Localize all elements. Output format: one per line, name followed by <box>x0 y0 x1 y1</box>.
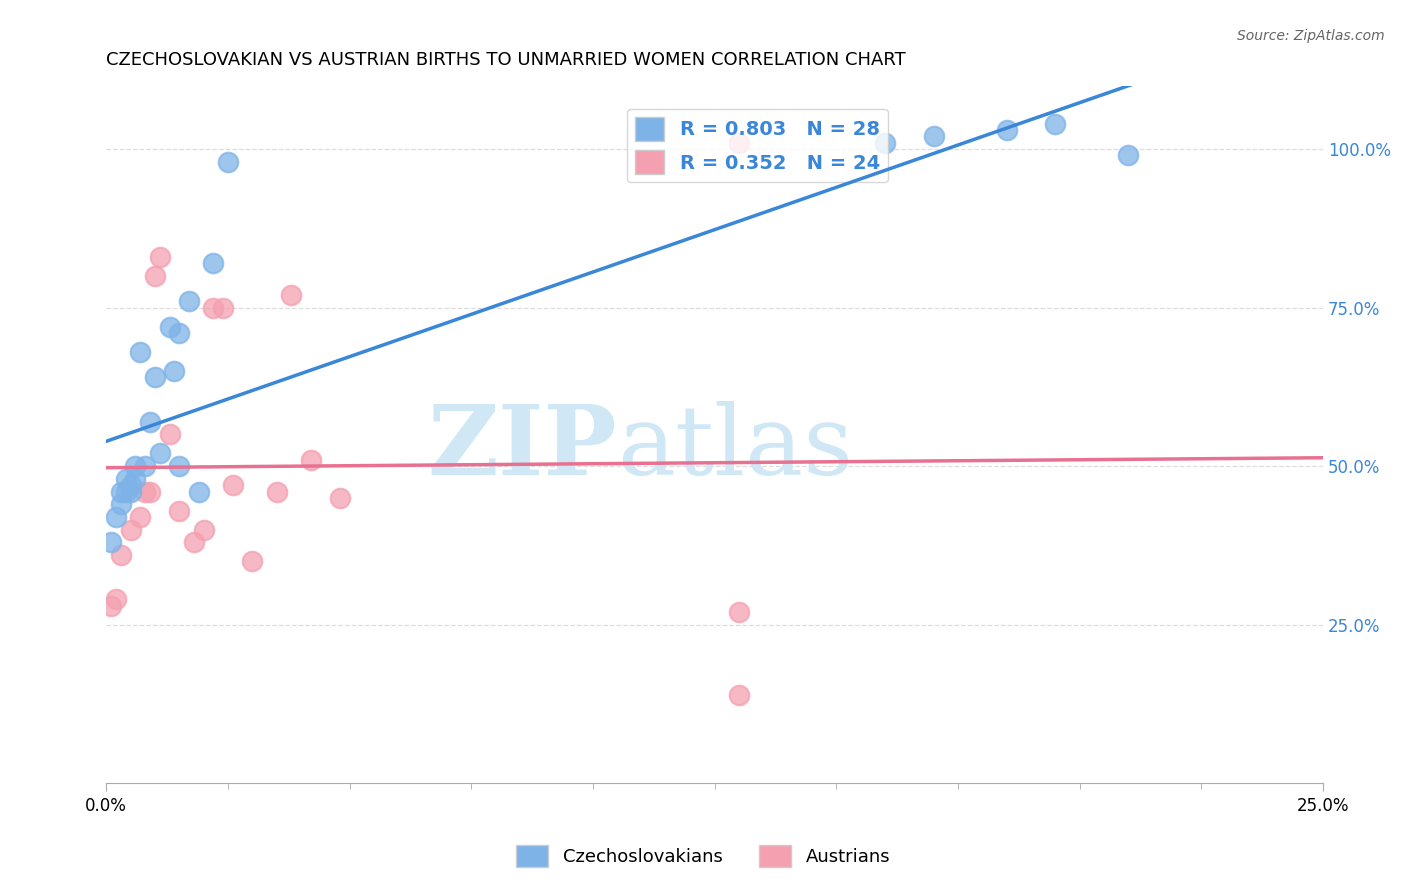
Text: CZECHOSLOVAKIAN VS AUSTRIAN BIRTHS TO UNMARRIED WOMEN CORRELATION CHART: CZECHOSLOVAKIAN VS AUSTRIAN BIRTHS TO UN… <box>107 51 905 69</box>
Point <box>124 459 146 474</box>
Point <box>1118 148 1140 162</box>
Point <box>222 478 245 492</box>
Point <box>120 484 142 499</box>
Point <box>217 154 239 169</box>
Point <box>100 535 122 549</box>
Point <box>114 472 136 486</box>
Point <box>240 554 263 568</box>
Point <box>873 136 896 150</box>
Point <box>187 484 209 499</box>
Point <box>129 509 152 524</box>
Text: Source: ZipAtlas.com: Source: ZipAtlas.com <box>1237 29 1385 43</box>
Point <box>129 345 152 359</box>
Text: atlas: atlas <box>617 401 853 495</box>
Point <box>104 592 127 607</box>
Point <box>120 478 142 492</box>
Point <box>159 427 181 442</box>
Point <box>167 459 190 474</box>
Point <box>299 452 322 467</box>
Point <box>922 129 945 144</box>
Point <box>139 484 162 499</box>
Point <box>728 605 751 619</box>
Text: ZIP: ZIP <box>427 401 617 495</box>
Point <box>120 523 142 537</box>
Point <box>728 688 751 702</box>
Legend: R = 0.803   N = 28, R = 0.352   N = 24: R = 0.803 N = 28, R = 0.352 N = 24 <box>627 109 887 182</box>
Point <box>202 256 225 270</box>
Point <box>212 301 235 315</box>
Point <box>329 491 352 505</box>
Point <box>149 250 172 264</box>
Point <box>110 548 132 562</box>
Point <box>167 503 190 517</box>
Legend: Czechoslovakians, Austrians: Czechoslovakians, Austrians <box>509 838 897 874</box>
Point <box>183 535 205 549</box>
Point <box>266 484 288 499</box>
Point <box>163 364 186 378</box>
Point <box>193 523 215 537</box>
Point <box>149 446 172 460</box>
Point <box>728 136 751 150</box>
Point <box>143 268 166 283</box>
Point <box>134 484 156 499</box>
Point <box>995 123 1018 137</box>
Point <box>159 319 181 334</box>
Point <box>100 599 122 613</box>
Point <box>110 484 132 499</box>
Point <box>280 288 302 302</box>
Point <box>143 370 166 384</box>
Point <box>1045 117 1067 131</box>
Point <box>110 497 132 511</box>
Point <box>167 326 190 340</box>
Point <box>124 472 146 486</box>
Point <box>104 509 127 524</box>
Point <box>134 459 156 474</box>
Point <box>114 484 136 499</box>
Point <box>202 301 225 315</box>
Point <box>177 294 200 309</box>
Point <box>139 415 162 429</box>
